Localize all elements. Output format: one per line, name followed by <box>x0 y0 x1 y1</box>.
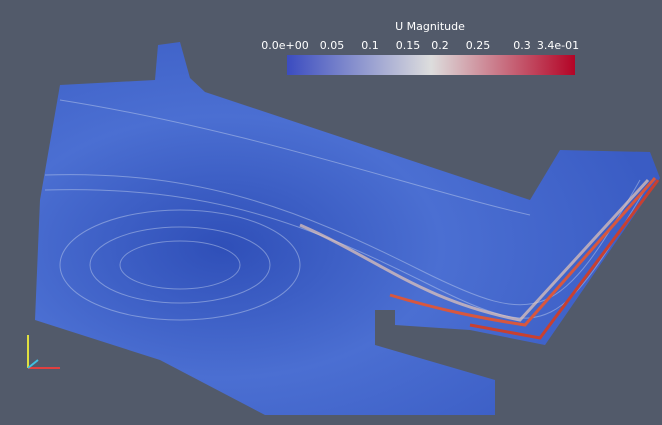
colorbar-title: U Magnitude <box>395 20 465 33</box>
colorbar <box>287 55 575 75</box>
colorbar-label: 0.15 <box>396 39 421 52</box>
colorbar-label: 0.25 <box>466 39 491 52</box>
viewport: U Magnitude 0.0e+00 0.05 0.1 0.15 0.2 0.25 0.3… <box>0 0 662 425</box>
colorbar-label: 0.2 <box>431 39 449 52</box>
colorbar-label: 0.3 <box>513 39 531 52</box>
colorbar-label: 0.0e+00 <box>261 39 308 52</box>
colorbar-label: 3.4e-01 <box>537 39 579 52</box>
page: U Magnitude 0.0e+00 0.05 0.1 0.15 0.2 0.25 0.3… <box>0 0 662 425</box>
colorbar-label: 0.1 <box>361 39 379 52</box>
colorbar-label: 0.05 <box>320 39 345 52</box>
